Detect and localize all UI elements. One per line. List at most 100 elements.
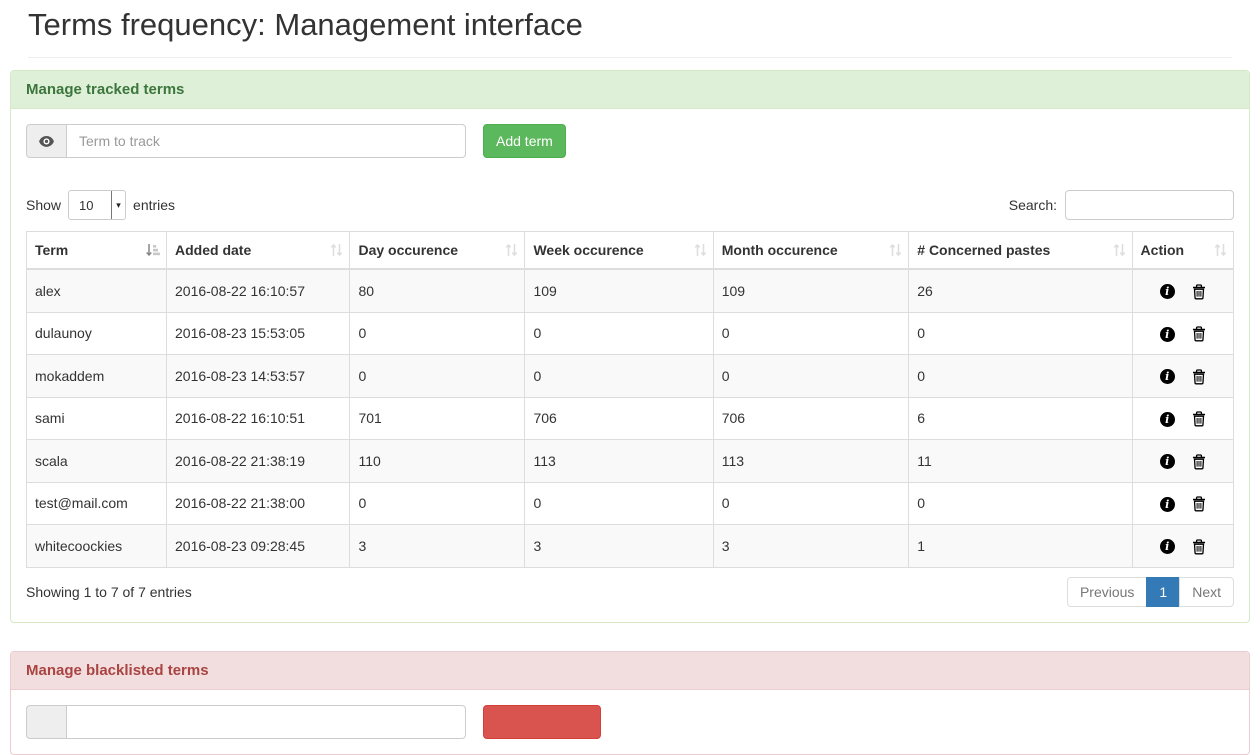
info-icon[interactable] bbox=[1159, 284, 1175, 299]
blacklisted-terms-panel-body bbox=[11, 690, 1249, 754]
cell-concerned-pastes: 11 bbox=[908, 439, 1133, 483]
table-row: mokaddem 2016-08-23 14:53:57 0 0 0 0 bbox=[26, 354, 1235, 398]
pagination-next[interactable]: Next bbox=[1179, 576, 1234, 607]
table-row: alex 2016-08-22 16:10:57 80 109 109 26 bbox=[26, 268, 1235, 313]
trash-icon[interactable] bbox=[1192, 411, 1206, 427]
trash-icon[interactable] bbox=[1192, 538, 1206, 555]
cell-week-occurence: 0 bbox=[524, 481, 714, 525]
pagination-page-1[interactable]: 1 bbox=[1146, 576, 1181, 607]
search-label: Search: bbox=[1008, 197, 1057, 213]
cell-action bbox=[1131, 524, 1235, 568]
column-header-action-label: Action bbox=[1140, 242, 1185, 258]
cell-term: sami bbox=[26, 396, 167, 440]
cell-month-occurence: 109 bbox=[712, 268, 910, 313]
column-header-added-date[interactable]: Added date bbox=[165, 231, 351, 270]
info-icon[interactable] bbox=[1159, 411, 1175, 427]
sort-both-icon bbox=[694, 243, 706, 257]
cell-day-occurence: 80 bbox=[349, 268, 526, 313]
cell-concerned-pastes: 1 bbox=[908, 524, 1133, 568]
cell-week-occurence: 113 bbox=[524, 439, 714, 483]
cell-concerned-pastes: 0 bbox=[908, 311, 1133, 355]
cell-day-occurence: 0 bbox=[349, 354, 526, 398]
search-input[interactable] bbox=[1065, 190, 1234, 220]
blacklisted-terms-panel-title: Manage blacklisted terms bbox=[26, 661, 209, 679]
blacklist-input-addon bbox=[26, 704, 66, 739]
trash-icon[interactable] bbox=[1192, 326, 1206, 342]
trash-icon[interactable] bbox=[1192, 453, 1206, 470]
trash-icon[interactable] bbox=[1192, 283, 1206, 300]
cell-week-occurence: 0 bbox=[524, 354, 714, 398]
column-header-term[interactable]: Term bbox=[26, 231, 167, 270]
info-icon[interactable] bbox=[1159, 539, 1175, 554]
trash-icon[interactable] bbox=[1192, 368, 1206, 385]
tracked-terms-panel: Manage tracked terms Add term Show bbox=[10, 70, 1250, 623]
cell-week-occurence: 706 bbox=[524, 396, 714, 440]
info-icon[interactable] bbox=[1159, 369, 1175, 384]
tracked-terms-panel-title: Manage tracked terms bbox=[26, 81, 185, 98]
datatable-search: Search: bbox=[1009, 190, 1234, 220]
trash-icon[interactable] bbox=[1192, 496, 1206, 512]
table-info: Showing 1 to 7 of 7 entries bbox=[26, 583, 192, 600]
cell-concerned-pastes: 26 bbox=[908, 268, 1133, 313]
cell-added-date: 2016-08-22 21:38:00 bbox=[165, 481, 351, 525]
add-blacklisted-term-row bbox=[26, 704, 1234, 739]
add-blacklisted-term-button[interactable] bbox=[483, 704, 601, 739]
add-term-row: Add term bbox=[26, 124, 1234, 158]
cell-added-date: 2016-08-23 14:53:57 bbox=[165, 354, 351, 398]
cell-day-occurence: 110 bbox=[349, 439, 526, 483]
table-row: whitecoockies 2016-08-23 09:28:45 3 3 3 … bbox=[26, 524, 1235, 568]
cell-week-occurence: 0 bbox=[524, 311, 714, 355]
cell-added-date: 2016-08-22 16:10:57 bbox=[165, 268, 351, 313]
datatable-footer: Showing 1 to 7 of 7 entries Previous 1 N… bbox=[26, 576, 1234, 607]
column-header-week-occurence-label: Week occurence bbox=[533, 242, 644, 258]
page-title: Terms frequency: Management interface bbox=[28, 7, 583, 42]
pagination: Previous 1 Next bbox=[1066, 576, 1234, 607]
cell-week-occurence: 109 bbox=[524, 268, 714, 313]
cell-concerned-pastes: 0 bbox=[908, 354, 1133, 398]
column-header-term-label: Term bbox=[35, 242, 69, 258]
cell-term: dulaunoy bbox=[26, 311, 167, 355]
info-icon[interactable] bbox=[1159, 454, 1175, 469]
cell-action bbox=[1131, 268, 1235, 313]
column-header-concerned-pastes-label: # Concerned pastes bbox=[917, 242, 1051, 258]
cell-month-occurence: 3 bbox=[712, 524, 910, 568]
cell-action bbox=[1131, 439, 1235, 483]
cell-added-date: 2016-08-23 15:53:05 bbox=[165, 311, 351, 355]
table-row: test@mail.com 2016-08-22 21:38:00 0 0 0 … bbox=[26, 481, 1235, 525]
pagination-previous[interactable]: Previous bbox=[1066, 576, 1148, 607]
cell-term: whitecoockies bbox=[26, 524, 167, 568]
cell-action bbox=[1131, 354, 1235, 398]
term-to-track-input[interactable] bbox=[66, 124, 466, 158]
info-icon[interactable] bbox=[1159, 496, 1175, 512]
cell-term: scala bbox=[26, 439, 167, 483]
cell-day-occurence: 0 bbox=[349, 311, 526, 355]
column-header-concerned-pastes[interactable]: # Concerned pastes bbox=[908, 231, 1133, 270]
cell-concerned-pastes: 0 bbox=[908, 481, 1133, 525]
entries-select-wrap: 10 bbox=[68, 190, 127, 220]
column-header-action[interactable]: Action bbox=[1131, 231, 1235, 270]
cell-added-date: 2016-08-22 21:38:19 bbox=[165, 439, 351, 483]
column-header-month-occurence-label: Month occurence bbox=[721, 242, 838, 258]
cell-day-occurence: 3 bbox=[349, 524, 526, 568]
cell-week-occurence: 3 bbox=[524, 524, 714, 568]
cell-month-occurence: 113 bbox=[712, 439, 910, 483]
show-label: Show bbox=[26, 197, 62, 213]
entries-label: entries bbox=[133, 197, 176, 213]
page-header: Terms frequency: Management interface bbox=[0, 0, 1260, 43]
sort-both-icon bbox=[331, 243, 343, 257]
column-header-day-occurence[interactable]: Day occurence bbox=[349, 231, 526, 270]
cell-added-date: 2016-08-22 16:10:51 bbox=[165, 396, 351, 440]
blacklisted-terms-panel: Manage blacklisted terms bbox=[10, 650, 1250, 755]
add-term-button[interactable]: Add term bbox=[483, 124, 566, 158]
column-header-month-occurence[interactable]: Month occurence bbox=[712, 231, 910, 270]
cell-month-occurence: 0 bbox=[712, 354, 910, 398]
info-icon[interactable] bbox=[1159, 326, 1175, 342]
column-header-day-occurence-label: Day occurence bbox=[358, 242, 459, 258]
column-header-week-occurence[interactable]: Week occurence bbox=[524, 231, 714, 270]
blacklist-term-input[interactable] bbox=[66, 704, 466, 739]
table-row: sami 2016-08-22 16:10:51 701 706 706 6 bbox=[26, 396, 1235, 440]
entries-select[interactable]: 10 bbox=[68, 190, 127, 220]
datatable-length: Show 10 entries bbox=[26, 190, 175, 220]
term-input-group bbox=[26, 124, 466, 158]
cell-month-occurence: 0 bbox=[712, 311, 910, 355]
